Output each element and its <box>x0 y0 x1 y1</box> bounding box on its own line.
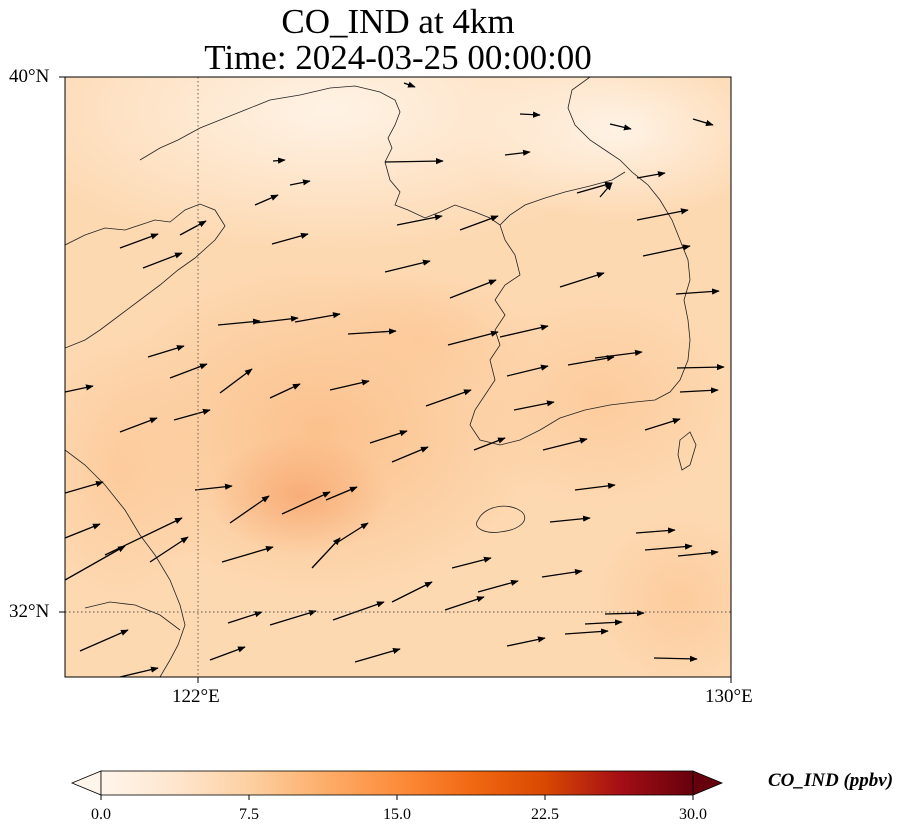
colorbar-tick-label-2: 15.0 <box>383 806 411 823</box>
colorbar-tick-label-0: 0.0 <box>91 806 111 823</box>
colorbar-tick-label-1: 7.5 <box>239 806 259 823</box>
colorbar-extend-max <box>692 770 724 796</box>
coastlines <box>65 77 697 677</box>
gridlines <box>65 77 731 677</box>
colorbar-extend-min <box>70 770 102 796</box>
concentration-field <box>65 77 731 677</box>
lat-tick-label-40: 40°N <box>9 66 50 87</box>
colorbar-gradient <box>100 770 694 796</box>
lat-tick-label-32: 32°N <box>9 601 50 622</box>
colorbar-tick-label-3: 22.5 <box>531 806 559 823</box>
lon-tick-label-130: 130°E <box>705 686 753 707</box>
colorbar-tick-label-4: 30.0 <box>679 806 707 823</box>
map-title-time: Time: 2024-03-25 00:00:00 <box>204 38 592 77</box>
lon-tick-label-122: 122°E <box>172 686 220 707</box>
colorbar-label: CO_IND (ppbv) <box>768 770 894 791</box>
wind-vectors <box>65 81 725 677</box>
map-frame <box>64 76 732 678</box>
map-title-field: CO_IND at 4km <box>281 2 515 41</box>
